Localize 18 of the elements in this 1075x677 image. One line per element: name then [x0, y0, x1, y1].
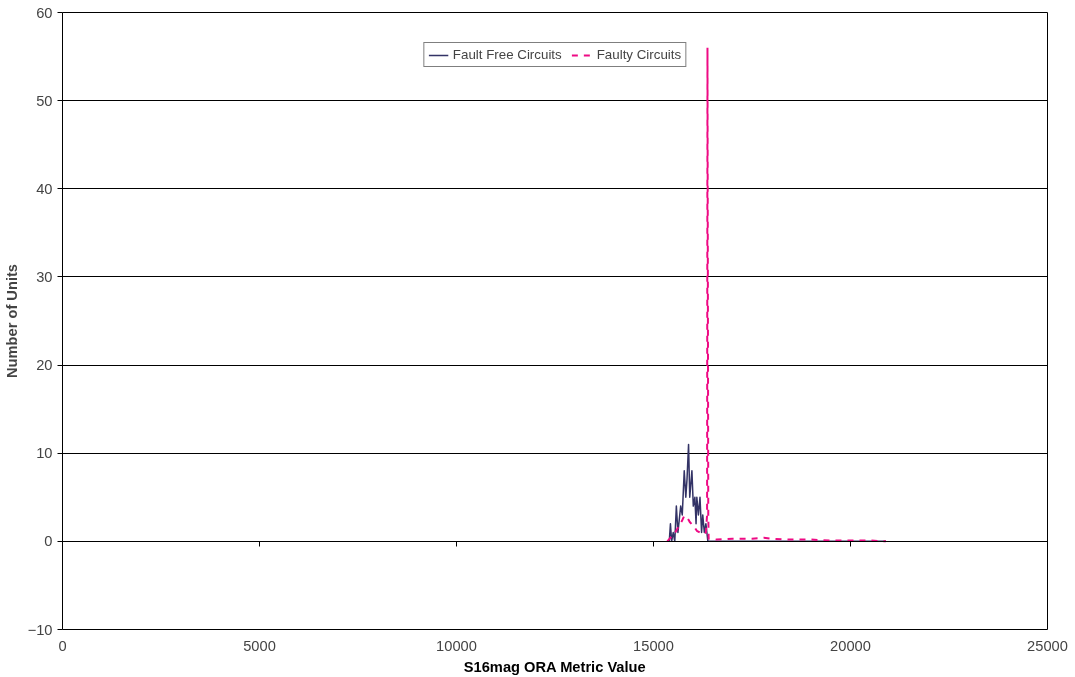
x-axis-title: S16mag ORA Metric Value	[463, 658, 646, 675]
y-tick-label: 60	[36, 4, 53, 21]
x-tick-label: 10000	[436, 637, 477, 654]
y-tick-label: 10	[36, 445, 53, 462]
y-tick-label: 30	[36, 268, 53, 285]
x-tick-label: 5000	[243, 637, 276, 654]
y-axis-title: Number of Units	[3, 264, 20, 378]
y-tick-label: 20	[36, 357, 53, 374]
x-tick-label: 15000	[633, 637, 674, 654]
y-tick-label: 40	[36, 180, 53, 197]
x-tick-label: 0	[58, 637, 67, 654]
y-tick-label: 0	[44, 533, 53, 550]
x-tick-label: 25000	[1027, 637, 1068, 654]
x-tick-label: 20000	[830, 637, 871, 654]
y-tick-label: 50	[36, 92, 53, 109]
legend-label: Faulty Circuits	[596, 47, 682, 62]
y-tick-label: −10	[27, 621, 53, 638]
legend-label: Fault Free Circuits	[452, 47, 562, 62]
